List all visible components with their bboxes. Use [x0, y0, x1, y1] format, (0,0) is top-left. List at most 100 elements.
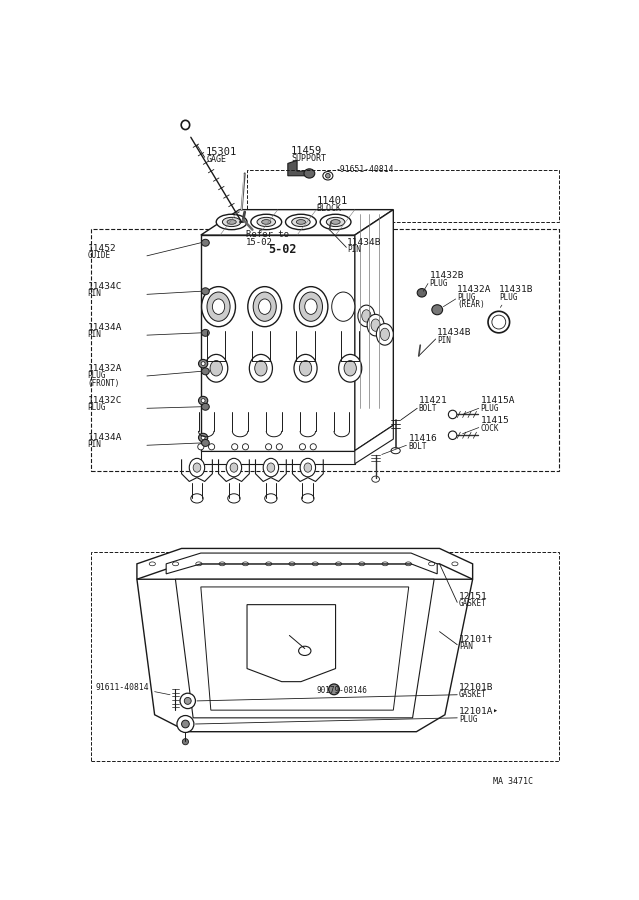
Polygon shape — [247, 605, 335, 681]
Ellipse shape — [291, 217, 310, 227]
Text: 5-02: 5-02 — [268, 243, 296, 256]
Ellipse shape — [327, 217, 345, 227]
Ellipse shape — [201, 399, 205, 402]
Ellipse shape — [298, 646, 311, 655]
Text: Refer to: Refer to — [246, 230, 289, 238]
Text: 11434A: 11434A — [88, 323, 122, 332]
Text: 11401: 11401 — [316, 196, 348, 206]
Text: 11434B: 11434B — [347, 238, 381, 247]
Ellipse shape — [210, 361, 222, 376]
Text: PLUG: PLUG — [481, 404, 499, 413]
Polygon shape — [355, 425, 394, 464]
Ellipse shape — [257, 217, 275, 227]
Ellipse shape — [263, 458, 279, 477]
Ellipse shape — [216, 214, 247, 230]
Text: 11432B: 11432B — [429, 272, 464, 281]
Ellipse shape — [182, 739, 189, 745]
Ellipse shape — [323, 172, 333, 180]
Text: 11421: 11421 — [419, 396, 447, 405]
Ellipse shape — [371, 319, 380, 331]
Ellipse shape — [380, 328, 390, 340]
Ellipse shape — [358, 305, 375, 327]
Ellipse shape — [191, 494, 203, 503]
Ellipse shape — [201, 436, 205, 439]
Ellipse shape — [294, 355, 317, 382]
Text: 11415A: 11415A — [481, 396, 515, 405]
Ellipse shape — [201, 288, 210, 294]
Ellipse shape — [259, 299, 271, 314]
Ellipse shape — [197, 444, 204, 450]
Ellipse shape — [310, 444, 316, 450]
Ellipse shape — [320, 214, 351, 230]
Text: SUPPORT: SUPPORT — [291, 155, 326, 164]
Text: BOLT: BOLT — [409, 442, 427, 451]
Text: PAN: PAN — [459, 642, 473, 651]
Text: 11432A: 11432A — [458, 285, 492, 294]
Ellipse shape — [300, 361, 312, 376]
Ellipse shape — [300, 444, 305, 450]
Ellipse shape — [492, 315, 505, 329]
Ellipse shape — [417, 289, 426, 297]
Text: 15-02: 15-02 — [246, 238, 273, 247]
Polygon shape — [166, 554, 437, 574]
Ellipse shape — [201, 286, 236, 327]
Text: BLOCK: BLOCK — [316, 204, 341, 213]
Ellipse shape — [267, 463, 275, 473]
Ellipse shape — [488, 311, 509, 333]
Text: COCK: COCK — [481, 424, 499, 433]
Text: 11452: 11452 — [88, 244, 116, 253]
Ellipse shape — [249, 355, 272, 382]
Ellipse shape — [201, 439, 210, 446]
Text: PIN: PIN — [88, 440, 102, 449]
Ellipse shape — [255, 361, 267, 376]
Text: PLUG: PLUG — [499, 293, 518, 302]
Text: 11432A: 11432A — [88, 364, 122, 373]
Polygon shape — [288, 160, 309, 176]
Ellipse shape — [226, 458, 242, 477]
Ellipse shape — [227, 220, 236, 224]
Text: 11459: 11459 — [291, 146, 322, 156]
Ellipse shape — [339, 355, 362, 382]
Text: 12101B: 12101B — [459, 683, 493, 692]
Ellipse shape — [265, 494, 277, 503]
Ellipse shape — [253, 292, 276, 321]
Ellipse shape — [251, 214, 282, 230]
Ellipse shape — [248, 286, 282, 327]
Ellipse shape — [199, 433, 208, 442]
Text: 11434C: 11434C — [88, 283, 122, 292]
Ellipse shape — [305, 299, 317, 314]
Ellipse shape — [362, 310, 371, 322]
Text: PLUG: PLUG — [429, 279, 448, 288]
Ellipse shape — [177, 716, 194, 733]
Ellipse shape — [204, 355, 227, 382]
Ellipse shape — [376, 324, 394, 346]
Text: MA 3471C: MA 3471C — [493, 777, 534, 786]
Text: GASKET: GASKET — [459, 690, 486, 699]
Text: GAGE: GAGE — [206, 155, 226, 164]
Ellipse shape — [325, 174, 330, 178]
Ellipse shape — [242, 444, 249, 450]
Ellipse shape — [201, 239, 210, 247]
Text: PLUG: PLUG — [458, 293, 475, 302]
Ellipse shape — [328, 684, 339, 695]
Text: GUIDE: GUIDE — [88, 251, 111, 260]
Ellipse shape — [199, 359, 208, 368]
Text: 90179-08146: 90179-08146 — [316, 686, 367, 695]
Ellipse shape — [304, 169, 315, 178]
Ellipse shape — [449, 431, 457, 439]
Ellipse shape — [331, 220, 340, 224]
Ellipse shape — [332, 292, 355, 321]
Ellipse shape — [193, 463, 201, 473]
Ellipse shape — [231, 444, 238, 450]
Text: GASKET: GASKET — [459, 599, 486, 608]
Ellipse shape — [276, 444, 282, 450]
Ellipse shape — [181, 121, 190, 130]
Ellipse shape — [227, 494, 240, 503]
Text: 11415: 11415 — [481, 416, 509, 425]
Ellipse shape — [261, 220, 271, 224]
Text: 11432C: 11432C — [88, 396, 122, 405]
Text: 11434B: 11434B — [437, 328, 472, 338]
Ellipse shape — [432, 305, 443, 315]
Text: 12101A‣: 12101A‣ — [459, 707, 499, 716]
Text: (REAR): (REAR) — [458, 300, 485, 309]
